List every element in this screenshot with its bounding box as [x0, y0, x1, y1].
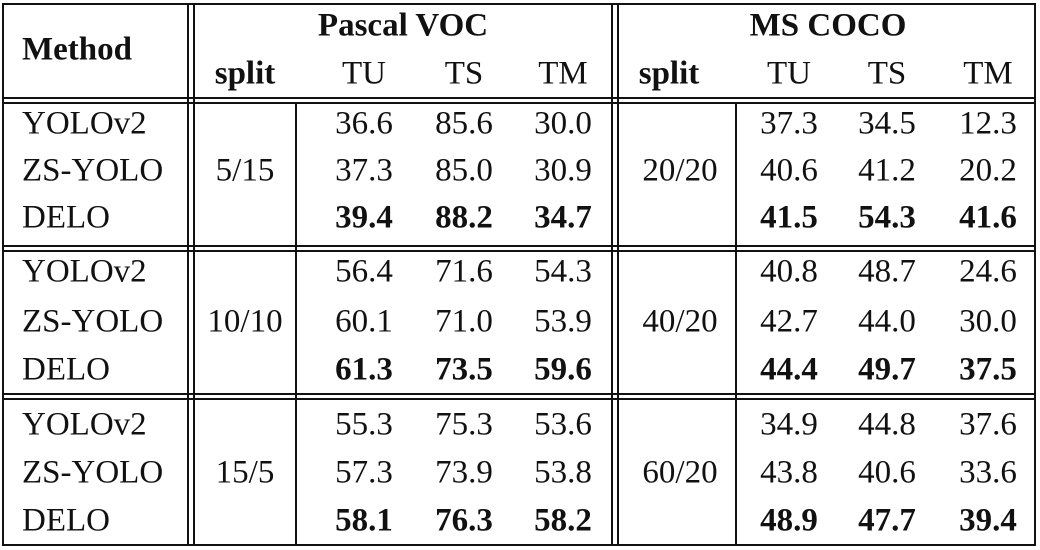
voc-ts-value: 76.3: [435, 502, 493, 539]
method-name: YOLOv2: [22, 406, 147, 443]
voc-ts-value: 88.2: [435, 199, 493, 236]
coco-col-tm-header: TM: [963, 55, 1013, 92]
coco-ts-value: 47.7: [858, 502, 916, 539]
group-rule-bottom: [2, 102, 1036, 104]
voc-ts-value: 71.0: [435, 303, 493, 340]
coco-col-tu-header: TU: [767, 55, 811, 92]
coco-ts-value: 40.6: [858, 454, 916, 491]
coco-ts-value: 49.7: [858, 351, 916, 388]
coco-tm-value: 20.2: [959, 152, 1017, 189]
voc-tu-value: 36.6: [335, 105, 393, 142]
method-name: ZS-YOLO: [22, 152, 164, 189]
coco-tm-value: 24.6: [959, 253, 1017, 290]
coco-tm-value: 30.0: [959, 303, 1017, 340]
coco-tm-value: 39.4: [959, 502, 1017, 539]
coco-tu-value: 43.8: [760, 454, 818, 491]
voc-tm-value: 30.9: [534, 152, 592, 189]
bottom-rule: [2, 544, 1036, 546]
coco-tu-value: 48.9: [760, 502, 818, 539]
voc-split-value: 5/15: [215, 152, 275, 189]
voc-ts-value: 71.6: [435, 253, 493, 290]
voc-ts-value: 85.6: [435, 105, 493, 142]
voc-split-divider: [295, 102, 297, 546]
coco-tu-value: 40.6: [760, 152, 818, 189]
group-rule-bottom: [2, 250, 1036, 252]
ms-coco-header: MS COCO: [749, 7, 907, 44]
voc-col-tm-header: TM: [538, 55, 588, 92]
voc-tu-value: 60.1: [335, 303, 393, 340]
voc-ts-value: 73.5: [435, 351, 493, 388]
right-border: [1034, 3, 1036, 546]
coco-split-value: 40/20: [642, 303, 718, 340]
coco-split-value: 20/20: [642, 152, 718, 189]
method-name: ZS-YOLO: [22, 303, 164, 340]
method-header: Method: [22, 31, 132, 68]
coco-col-split-header: split: [638, 55, 700, 92]
voc-tm-value: 34.7: [534, 199, 592, 236]
group-rule-top: [2, 245, 1036, 247]
group-rule-top: [2, 97, 1036, 99]
voc-tm-value: 53.9: [534, 303, 592, 340]
coco-tm-value: 33.6: [959, 454, 1017, 491]
voc-col-tu-header: TU: [342, 55, 386, 92]
coco-ts-value: 44.8: [858, 406, 916, 443]
top-rule: [2, 3, 1036, 5]
voc-tm-value: 59.6: [534, 351, 592, 388]
voc-tu-value: 58.1: [335, 502, 393, 539]
voc-tu-value: 39.4: [335, 199, 393, 236]
coco-tu-value: 34.9: [760, 406, 818, 443]
coco-split-value: 60/20: [642, 454, 718, 491]
dataset-divider: [611, 3, 613, 546]
voc-tu-value: 61.3: [335, 351, 393, 388]
coco-tu-value: 37.3: [760, 105, 818, 142]
coco-tm-value: 41.6: [959, 199, 1017, 236]
coco-tu-value: 41.5: [760, 199, 818, 236]
voc-tu-value: 55.3: [335, 406, 393, 443]
method-name: DELO: [22, 502, 110, 539]
voc-tm-value: 53.8: [534, 454, 592, 491]
method-name: DELO: [22, 351, 110, 388]
voc-col-ts-header: TS: [444, 55, 484, 92]
dataset-divider: [617, 3, 619, 546]
voc-tm-value: 30.0: [534, 105, 592, 142]
coco-ts-value: 48.7: [858, 253, 916, 290]
method-name: YOLOv2: [22, 105, 147, 142]
coco-tu-value: 40.8: [760, 253, 818, 290]
voc-split-value: 10/10: [207, 303, 283, 340]
coco-ts-value: 54.3: [858, 199, 916, 236]
voc-tm-value: 54.3: [534, 253, 592, 290]
method-name: ZS-YOLO: [22, 454, 164, 491]
voc-tm-value: 58.2: [534, 502, 592, 539]
coco-tm-value: 37.6: [959, 406, 1017, 443]
voc-col-split-header: split: [214, 55, 276, 92]
voc-ts-value: 85.0: [435, 152, 493, 189]
voc-ts-value: 73.9: [435, 454, 493, 491]
group-rule-bottom: [2, 398, 1036, 400]
coco-tm-value: 12.3: [959, 105, 1017, 142]
group-rule-top: [2, 393, 1036, 395]
voc-split-value: 15/5: [215, 454, 275, 491]
voc-ts-value: 75.3: [435, 406, 493, 443]
voc-tu-value: 56.4: [335, 253, 393, 290]
left-border: [2, 3, 4, 546]
voc-tu-value: 57.3: [335, 454, 393, 491]
coco-col-ts-header: TS: [867, 55, 907, 92]
method-name: DELO: [22, 199, 110, 236]
coco-tm-value: 37.5: [959, 351, 1017, 388]
coco-split-divider: [735, 102, 737, 546]
coco-ts-value: 34.5: [858, 105, 916, 142]
coco-ts-value: 41.2: [858, 152, 916, 189]
coco-ts-value: 44.0: [858, 303, 916, 340]
voc-tu-value: 37.3: [335, 152, 393, 189]
method-divider: [193, 3, 195, 546]
pascal-voc-header: Pascal VOC: [317, 7, 489, 44]
method-name: YOLOv2: [22, 253, 147, 290]
method-divider: [187, 3, 189, 546]
coco-tu-value: 44.4: [760, 351, 818, 388]
coco-tu-value: 42.7: [760, 303, 818, 340]
voc-tm-value: 53.6: [534, 406, 592, 443]
